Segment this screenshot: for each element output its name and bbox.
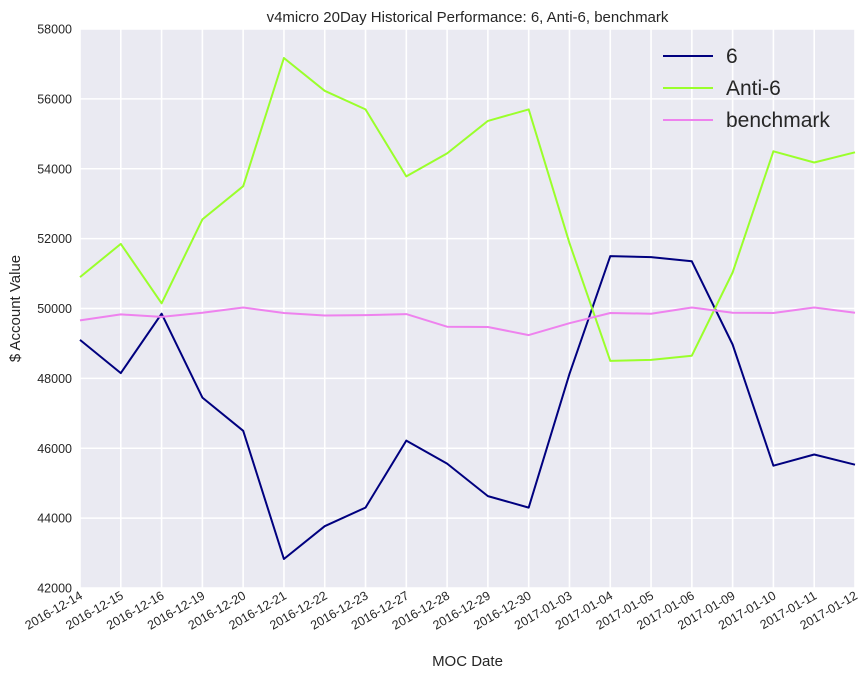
series-lines xyxy=(79,57,856,560)
y-tick-label: 56000 xyxy=(37,92,72,106)
y-axis-label: $ Account Value xyxy=(7,255,24,362)
legend-label: Anti-6 xyxy=(726,77,781,100)
y-tick-label: 46000 xyxy=(37,442,72,456)
y-tick-label: 44000 xyxy=(37,512,72,526)
series-line-anti-6 xyxy=(79,57,856,362)
series-line-6 xyxy=(79,255,856,560)
y-axis-ticks: 42000 44000 46000 48000 50000 52000 54000 56000… xyxy=(37,23,72,596)
y-tick-label: 50000 xyxy=(37,302,72,316)
legend-label: 6 xyxy=(726,45,738,68)
y-tick-label: 54000 xyxy=(37,162,72,176)
y-tick-label: 58000 xyxy=(37,23,72,37)
x-axis-label: MOC Date xyxy=(432,653,503,670)
y-tick-label: 42000 xyxy=(37,582,72,596)
legend-label: benchmark xyxy=(726,109,830,132)
y-tick-label: 48000 xyxy=(37,372,72,386)
series-line-benchmark xyxy=(79,306,856,337)
chart-title: v4micro 20Day Historical Performance: 6,… xyxy=(267,9,669,26)
legend: 6 Anti-6 benchmark xyxy=(663,45,830,132)
x-axis-ticks: 2016-12-142016-12-152016-12-162016-12-19… xyxy=(23,588,860,632)
y-tick-label: 52000 xyxy=(37,232,72,246)
